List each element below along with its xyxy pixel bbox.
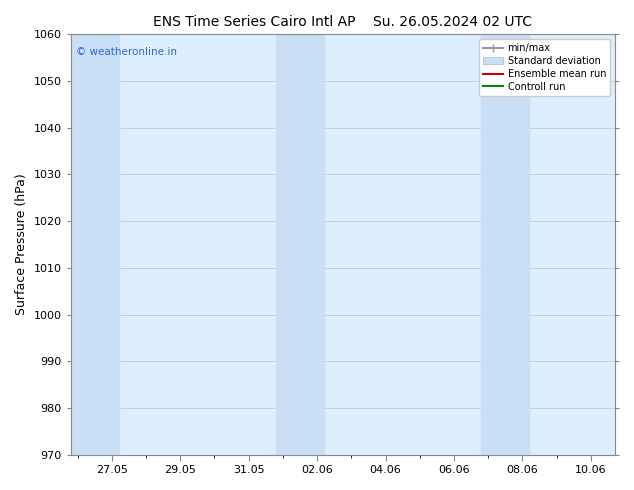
Text: © weatheronline.in: © weatheronline.in (76, 47, 177, 57)
Bar (276, 34, 324, 455)
Bar (481, 34, 529, 455)
Bar (71, 34, 119, 455)
Y-axis label: Surface Pressure (hPa): Surface Pressure (hPa) (15, 173, 28, 316)
Legend: min/max, Standard deviation, Ensemble mean run, Controll run: min/max, Standard deviation, Ensemble me… (479, 39, 610, 96)
Title: ENS Time Series Cairo Intl AP    Su. 26.05.2024 02 UTC: ENS Time Series Cairo Intl AP Su. 26.05.… (153, 15, 533, 29)
